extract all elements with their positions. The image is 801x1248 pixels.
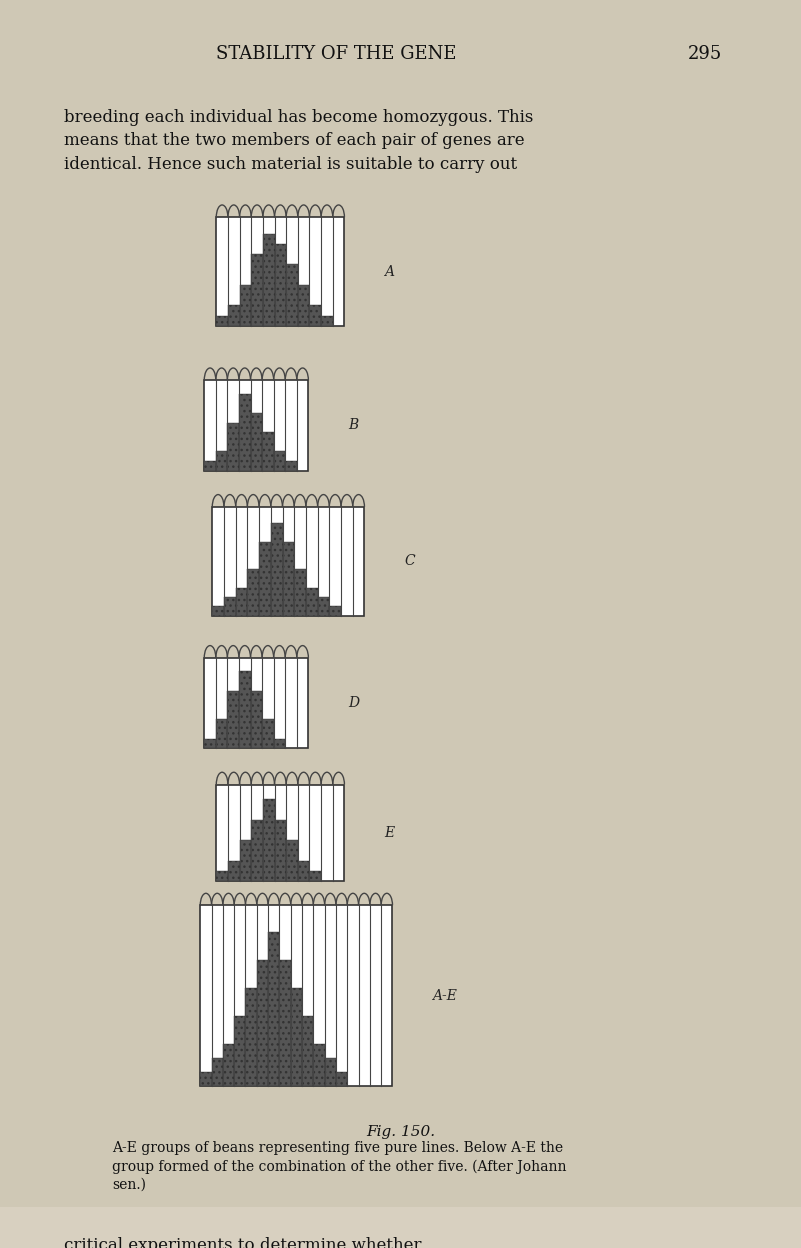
Bar [227,690,239,749]
Text: breeding each individual has become homozygous. This
means that the two members : breeding each individual has become homo… [64,109,533,172]
Bar [274,452,285,470]
Bar [251,413,262,470]
Text: STABILITY OF THE GENE: STABILITY OF THE GENE [216,45,457,64]
Bar [239,840,252,881]
Bar [211,1058,223,1086]
Bar [212,607,224,615]
Bar [252,255,263,326]
Bar [216,316,228,326]
Bar [263,799,275,881]
Bar [215,719,227,749]
Text: 295: 295 [688,45,722,64]
Bar [294,569,306,615]
Bar [239,285,252,326]
FancyBboxPatch shape [200,905,392,1086]
Bar [302,1016,313,1086]
Bar [262,719,274,749]
Bar [275,820,286,881]
Bar [309,871,321,881]
Bar [262,432,274,470]
Bar [318,597,329,615]
Bar [313,1045,324,1086]
Bar [286,265,298,326]
FancyBboxPatch shape [204,658,308,749]
Bar [268,932,280,1086]
Bar [216,871,228,881]
Bar [306,588,318,615]
Bar [286,840,298,881]
Bar [204,461,215,470]
Text: C: C [405,554,415,568]
Text: D: D [348,696,360,710]
Bar [239,394,251,470]
Bar [239,671,251,749]
Bar [329,607,341,615]
Bar [259,542,271,615]
Bar [321,316,332,326]
Text: Fig. 150.: Fig. 150. [366,1124,435,1139]
Bar [280,961,291,1086]
Bar [224,597,235,615]
Bar [274,739,285,749]
Bar [271,523,283,615]
Bar [248,569,259,615]
Text: E: E [384,826,395,840]
Bar [252,820,263,881]
Bar [234,1016,245,1086]
Bar [298,861,309,881]
FancyBboxPatch shape [216,217,344,326]
Text: A: A [384,265,394,278]
Bar [204,739,215,749]
Bar [228,861,239,881]
Bar [223,1045,234,1086]
Bar [200,1072,211,1086]
Text: B: B [348,418,359,433]
Bar [245,988,257,1086]
Bar [227,423,239,470]
FancyBboxPatch shape [216,785,344,881]
Bar [257,961,268,1086]
Bar [291,988,302,1086]
Text: A-E groups of beans representing five pure lines. Below A-E the
group formed of : A-E groups of beans representing five pu… [112,1141,566,1192]
Text: A-E: A-E [433,988,457,1002]
Bar [235,588,248,615]
FancyBboxPatch shape [0,0,801,1207]
Bar [285,461,297,470]
Bar [275,243,286,326]
Bar [324,1058,336,1086]
Bar [309,306,321,326]
Bar [215,452,227,470]
Bar [251,690,262,749]
Bar [283,542,294,615]
Bar [263,233,275,326]
Text: critical experiments to determine whether: critical experiments to determine whethe… [64,1237,427,1248]
FancyBboxPatch shape [212,507,364,615]
FancyBboxPatch shape [204,381,308,470]
Bar [298,285,309,326]
Bar [228,306,239,326]
Bar [336,1072,348,1086]
